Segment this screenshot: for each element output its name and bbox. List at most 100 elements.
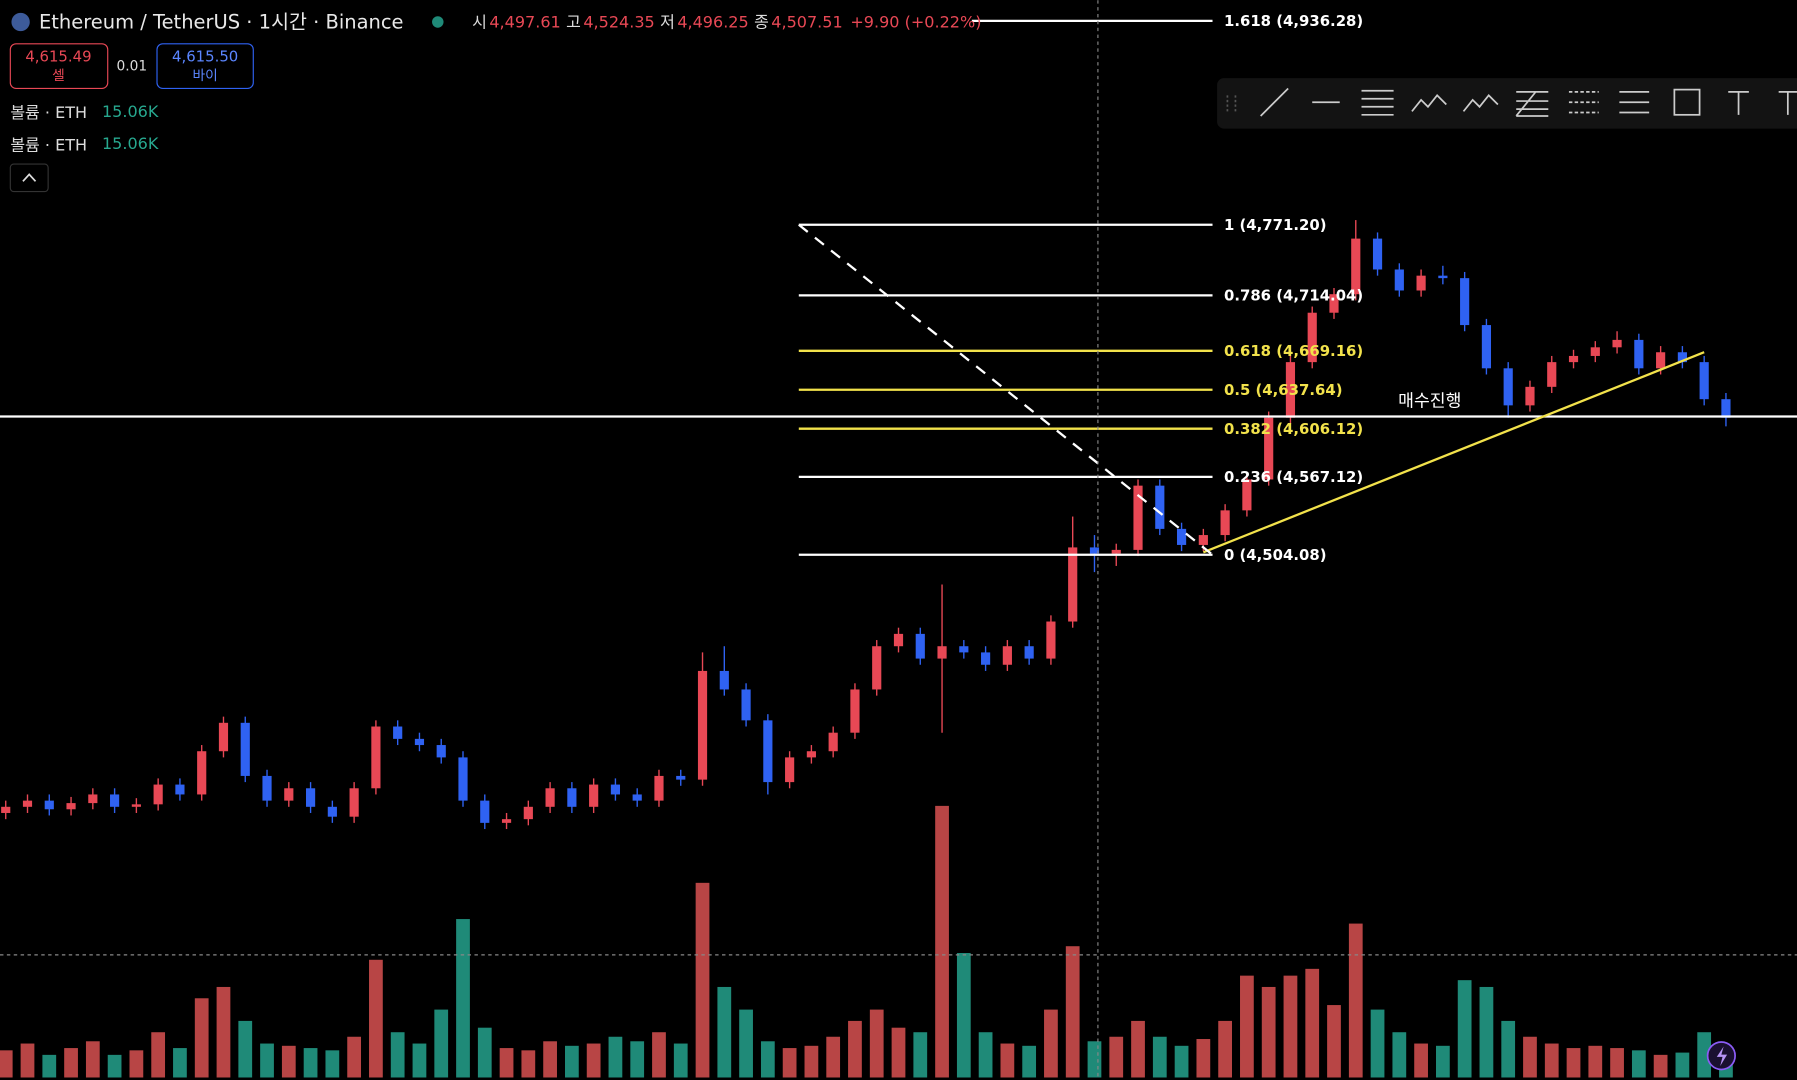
volume-bar (0, 1050, 13, 1078)
candle-body (1394, 269, 1404, 291)
volume-bar (390, 1032, 405, 1078)
candle-body (1264, 417, 1274, 480)
volume-bar (1653, 1054, 1668, 1078)
volume-legend-label: 볼륨 · ETH (10, 103, 87, 122)
candle-body (414, 738, 425, 746)
fib-label: 0.618 (4,669.16) (1224, 342, 1363, 360)
volume-bar (1435, 1045, 1450, 1078)
spread: 0.01 (116, 59, 147, 75)
buy-price: 4,615.50 (172, 48, 238, 66)
candle-body (349, 788, 359, 817)
candle-body (567, 788, 577, 807)
candle-body (589, 784, 599, 807)
symbol[interactable]: Ethereum / TetherUS · 1시간 · Binance (39, 11, 404, 34)
volume-bar (826, 1036, 841, 1078)
tool-fib-channel[interactable] (1619, 91, 1650, 114)
volume-bar (935, 805, 949, 1078)
tool-fib-ext[interactable] (1568, 91, 1599, 114)
sell-button[interactable] (9, 43, 109, 90)
candle-body (850, 689, 860, 733)
candle-body (1699, 362, 1709, 400)
volume-bar (913, 1032, 928, 1078)
volume-bar (107, 1054, 122, 1078)
fib-label: 1.618 (4,936.28) (1224, 12, 1363, 30)
close: 4,507.51 (771, 13, 842, 32)
volume-bar (1174, 1045, 1189, 1078)
tool-pattern[interactable] (1411, 94, 1447, 112)
volume-bar (1044, 1009, 1058, 1078)
tool-trendline[interactable] (1260, 87, 1289, 117)
volume-bar (652, 1032, 666, 1078)
volume-bar (521, 1050, 536, 1078)
candle-body (1677, 352, 1687, 363)
volume-bar (151, 1032, 166, 1078)
candle-body (197, 751, 207, 795)
candle-body (284, 788, 294, 801)
tool-fib[interactable] (1515, 91, 1549, 117)
candle-body (719, 670, 729, 690)
volume-bar (216, 986, 231, 1078)
volume-bar (303, 1048, 318, 1078)
high-label: 고 (566, 13, 581, 32)
low: 4,496.25 (677, 13, 748, 32)
volume-bar (1631, 1050, 1646, 1078)
volume-bar (42, 1054, 57, 1078)
volume-bar (1261, 986, 1276, 1078)
volume-bar (608, 1036, 623, 1078)
collapse-button[interactable] (9, 163, 49, 193)
volume-bar (1588, 1045, 1603, 1078)
buy-button[interactable] (156, 43, 254, 90)
candle-body (1285, 362, 1296, 418)
volume-bar (1283, 975, 1298, 1078)
candle-body (545, 788, 555, 807)
candle-body (131, 804, 141, 807)
volume-bar (194, 998, 209, 1078)
tool-text[interactable] (1728, 91, 1749, 115)
candle-body (676, 775, 686, 780)
candle-body (828, 732, 838, 752)
fib-label: 0.5 (4,637.64) (1224, 381, 1343, 399)
candle-body (1503, 368, 1513, 406)
volume-bar (499, 1048, 514, 1078)
candle-body (1351, 238, 1361, 295)
candle-body (959, 646, 969, 653)
tool-parallel[interactable] (1361, 89, 1394, 116)
volume-bar (1370, 1009, 1385, 1078)
volume-bar (543, 1041, 557, 1078)
fib-label: 0 (4,504.08) (1224, 546, 1327, 564)
tool-rect[interactable] (1673, 88, 1701, 116)
tool-abc[interactable] (1462, 94, 1499, 112)
ohlc: 시 4,497.61 고 4,524.35 저 4,496.25 종 4,507… (472, 13, 981, 32)
volume-bar (956, 953, 971, 1078)
candle-body (1176, 528, 1187, 545)
candle-body (175, 784, 185, 795)
fib-label: 0.786 (4,714.04) (1224, 287, 1363, 305)
volume-bar (1457, 980, 1472, 1078)
volume-bar (1566, 1048, 1581, 1078)
volume-bar (1109, 1036, 1124, 1078)
volume-bar (804, 1045, 819, 1078)
volume-bar (717, 986, 732, 1078)
candle-body (937, 646, 947, 659)
candle-body (153, 784, 163, 805)
volume-bar (891, 1027, 906, 1078)
candle-body (22, 800, 33, 807)
volume-bar (1697, 1032, 1712, 1078)
tool-text2[interactable] (1778, 91, 1797, 115)
candle-body (806, 751, 816, 758)
volume-bar (565, 1045, 579, 1078)
candle-body (1068, 547, 1078, 622)
candle-body (436, 745, 446, 758)
volume-bar (281, 1045, 296, 1078)
trend-line (1202, 351, 1705, 554)
change: +9.90 (+0.22%) (850, 13, 981, 32)
volume-bar (1544, 1043, 1559, 1078)
candle-body (501, 819, 512, 823)
volume-bar (739, 1009, 753, 1078)
candle-body (915, 633, 925, 659)
volume-bar (782, 1048, 797, 1078)
volume-bar (1000, 1043, 1015, 1078)
sell-label: 셀 (52, 68, 65, 84)
